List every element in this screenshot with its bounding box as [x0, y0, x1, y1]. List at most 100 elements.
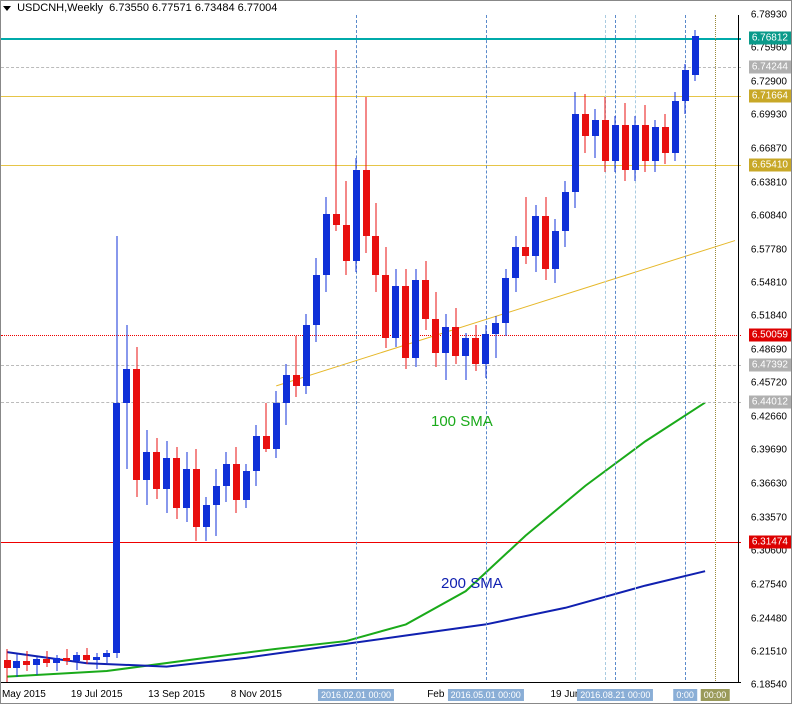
y-tick: 6.27540 — [751, 580, 787, 591]
candle — [113, 15, 120, 685]
price-level-tag: 6.44012 — [749, 396, 791, 409]
x-tick-marker: 2016.02.01 00:00 — [318, 689, 394, 701]
price-level-tag: 6.76812 — [749, 32, 791, 45]
candle — [662, 15, 669, 685]
candle — [323, 15, 330, 685]
candle — [63, 15, 70, 685]
candle — [163, 15, 170, 685]
x-tick-marker: 2016.08.21 00:00 — [577, 689, 653, 701]
candle — [133, 15, 140, 685]
candle — [203, 15, 210, 685]
candle — [562, 15, 569, 685]
y-tick: 6.21510 — [751, 647, 787, 658]
candle — [522, 15, 529, 685]
x-tick: 19 Jun — [550, 689, 580, 700]
y-tick: 6.24480 — [751, 614, 787, 625]
candle — [392, 15, 399, 685]
ohlc-high: 6.77571 — [152, 2, 192, 14]
candle — [73, 15, 80, 685]
candle — [123, 15, 130, 685]
ohlc-close: 6.77004 — [238, 2, 278, 14]
price-level-tag: 6.74244 — [749, 60, 791, 73]
dropdown-icon[interactable] — [3, 6, 11, 11]
price-level-tag: 6.31474 — [749, 535, 791, 548]
chart-header: USDCNH,Weekly 6.73550 6.77571 6.73484 6.… — [3, 2, 277, 14]
y-tick: 6.69930 — [751, 109, 787, 120]
y-tick: 6.60840 — [751, 210, 787, 221]
y-tick: 6.66870 — [751, 143, 787, 154]
candle — [253, 15, 260, 685]
candle — [622, 15, 629, 685]
price-level-tag: 6.65410 — [749, 158, 791, 171]
candle — [313, 15, 320, 685]
candle — [303, 15, 310, 685]
candle — [542, 15, 549, 685]
candle — [422, 15, 429, 685]
price-level-line — [1, 542, 741, 543]
price-level-tag: 6.47392 — [749, 358, 791, 371]
candle — [193, 15, 200, 685]
candle — [692, 15, 699, 685]
candle — [33, 15, 40, 685]
chart-window: USDCNH,Weekly 6.73550 6.77571 6.73484 6.… — [0, 0, 792, 704]
candle — [333, 15, 340, 685]
y-tick: 6.54810 — [751, 277, 787, 288]
y-tick: 6.39690 — [751, 445, 787, 456]
candle — [672, 15, 679, 685]
y-tick: 6.63810 — [751, 177, 787, 188]
price-level-line — [1, 96, 741, 97]
candle — [412, 15, 419, 685]
x-axis: 24 May 201519 Jul 201513 Sep 20158 Nov 2… — [1, 682, 741, 703]
symbol-label: USDCNH,Weekly — [17, 2, 103, 14]
price-level-line — [1, 38, 741, 40]
candle — [23, 15, 30, 685]
candle — [592, 15, 599, 685]
plot-area[interactable]: 100 SMA 200 SMA — [1, 15, 741, 685]
candle — [83, 15, 90, 685]
candle — [93, 15, 100, 685]
time-marker-line — [715, 15, 716, 685]
x-tick-marker: 0:00 — [673, 689, 697, 701]
y-tick: 6.57780 — [751, 244, 787, 255]
price-level-line — [1, 67, 741, 68]
x-tick: 24 May 2015 — [0, 689, 46, 700]
y-tick: 6.42660 — [751, 412, 787, 423]
candle — [153, 15, 160, 685]
candle — [223, 15, 230, 685]
candle — [652, 15, 659, 685]
price-level-tag: 6.71664 — [749, 89, 791, 102]
candle — [363, 15, 370, 685]
sma200-label: 200 SMA — [441, 575, 503, 592]
x-tick-marker: 00:00 — [701, 689, 730, 701]
price-level-line — [1, 165, 741, 166]
y-tick: 6.45720 — [751, 378, 787, 389]
candle — [502, 15, 509, 685]
candle — [602, 15, 609, 685]
candle — [353, 15, 360, 685]
candle — [682, 15, 689, 685]
candle — [183, 15, 190, 685]
price-level-tag: 6.50059 — [749, 329, 791, 342]
candle — [273, 15, 280, 685]
candle — [173, 15, 180, 685]
price-level-line — [1, 335, 741, 336]
candle — [43, 15, 50, 685]
y-axis: 6.789306.759606.729006.699306.668706.638… — [738, 15, 791, 685]
x-tick: 13 Sep 2015 — [148, 689, 205, 700]
candle — [143, 15, 150, 685]
y-tick: 6.48690 — [751, 345, 787, 356]
candle — [4, 15, 11, 685]
candle — [382, 15, 389, 685]
candle — [612, 15, 619, 685]
candle — [343, 15, 350, 685]
candle — [572, 15, 579, 685]
price-level-line — [1, 365, 741, 366]
sma100-label: 100 SMA — [431, 413, 493, 430]
candle — [243, 15, 250, 685]
y-tick: 6.18540 — [751, 680, 787, 691]
candle — [582, 15, 589, 685]
candle — [233, 15, 240, 685]
candle — [372, 15, 379, 685]
candle — [532, 15, 539, 685]
x-tick: Feb — [427, 689, 444, 700]
